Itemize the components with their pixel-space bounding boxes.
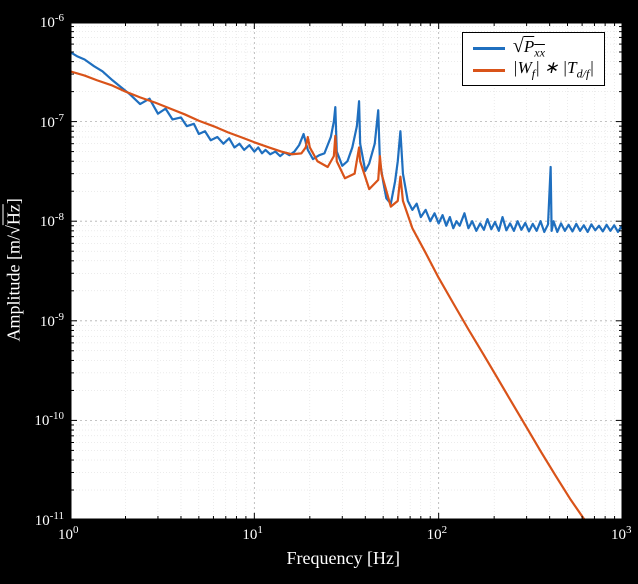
x-axis-label: Frequency [Hz] bbox=[287, 548, 400, 569]
y-tick-label: 10-11 bbox=[35, 510, 64, 530]
plot-svg bbox=[70, 22, 623, 520]
y-axis-label: Amplitude [m/√Hz] bbox=[4, 202, 25, 342]
legend-item-pxx: √Pxx bbox=[473, 37, 594, 59]
x-tick-label: 101 bbox=[242, 524, 263, 544]
y-tick-label: 10-6 bbox=[40, 12, 64, 32]
legend-swatch bbox=[473, 47, 505, 50]
y-tick-label: 10-9 bbox=[40, 311, 64, 331]
series-wf_tdf bbox=[70, 71, 585, 520]
y-tick-label: 10-7 bbox=[40, 112, 64, 132]
legend-label: |Wf| ∗ |Td/f| bbox=[513, 58, 594, 81]
legend: √Pxx|Wf| ∗ |Td/f| bbox=[462, 32, 605, 86]
x-tick-label: 103 bbox=[611, 524, 632, 544]
legend-swatch bbox=[473, 69, 505, 72]
legend-item-wf_tdf: |Wf| ∗ |Td/f| bbox=[473, 59, 594, 81]
y-tick-label: 10-8 bbox=[40, 211, 64, 231]
legend-label: √Pxx bbox=[513, 35, 545, 60]
y-tick-label: 10-10 bbox=[34, 410, 64, 430]
x-tick-label: 102 bbox=[427, 524, 448, 544]
plot-area: √Pxx|Wf| ∗ |Td/f| bbox=[70, 22, 623, 520]
